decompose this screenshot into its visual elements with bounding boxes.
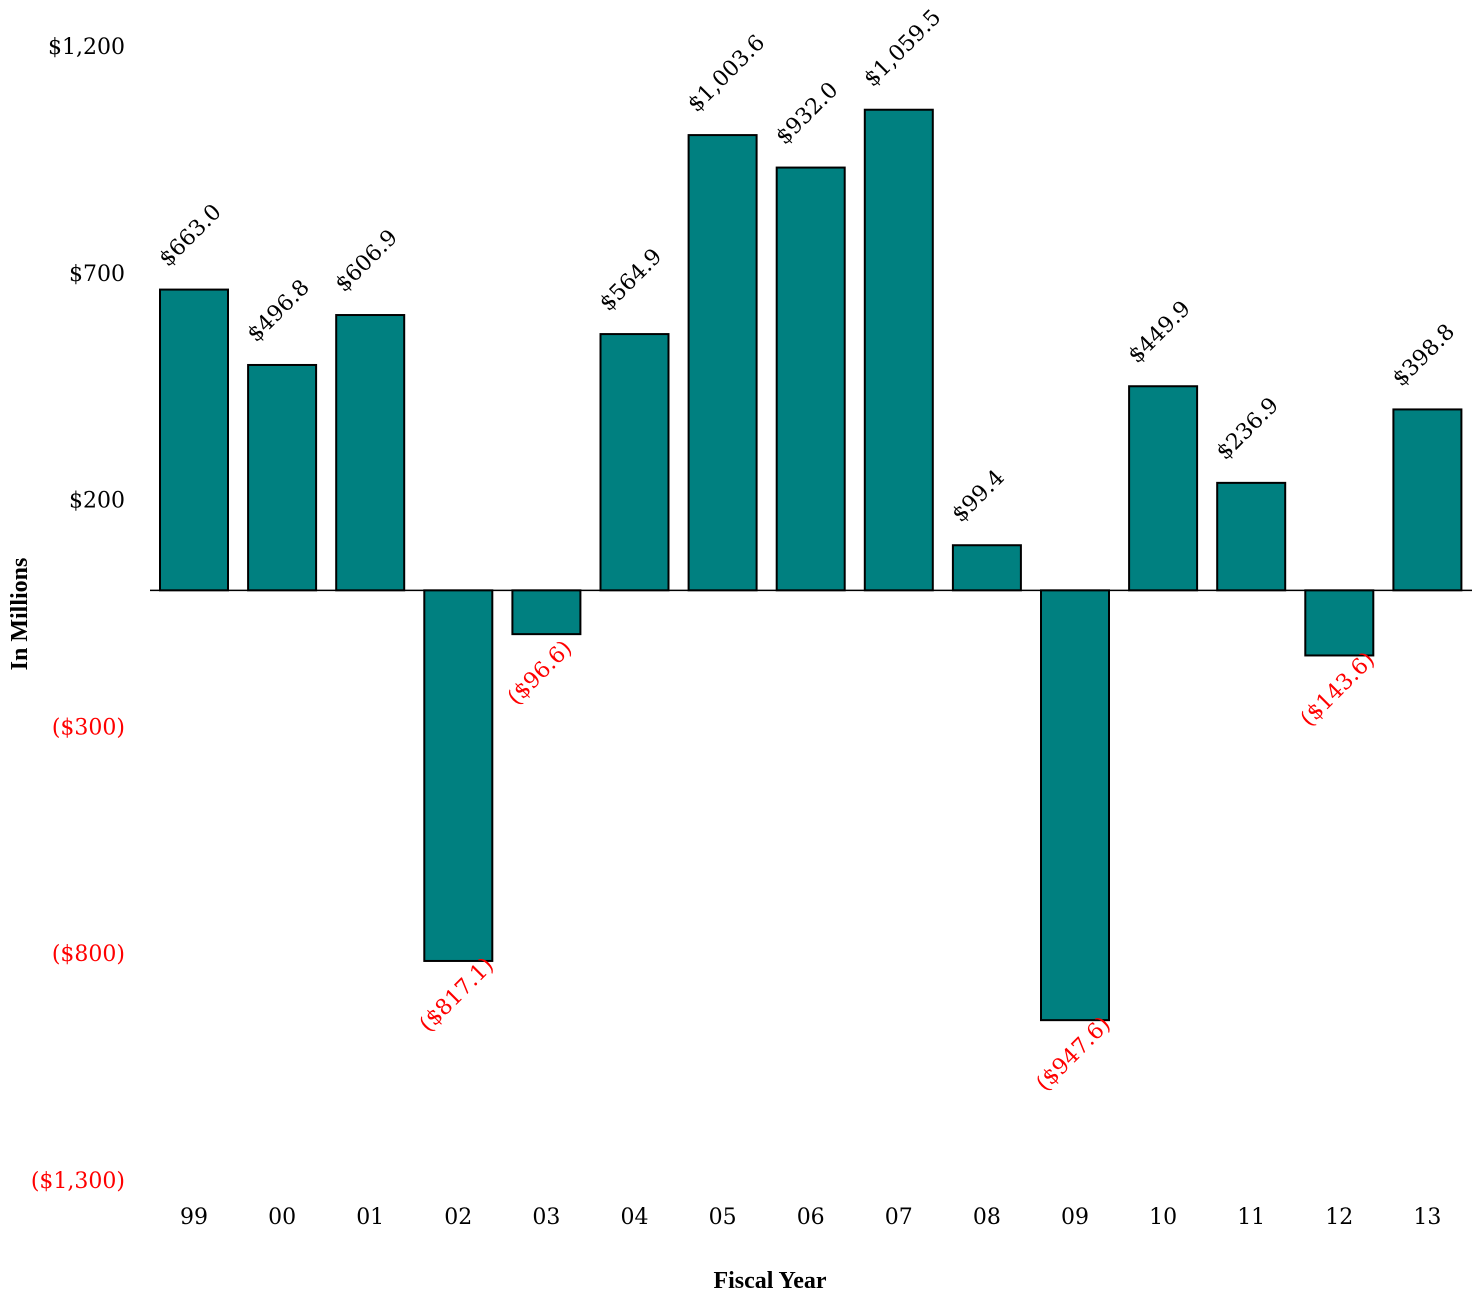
x-tick-label: 12 (1325, 1205, 1353, 1230)
x-tick-label: 02 (444, 1205, 472, 1230)
bar (1216, 481, 1287, 592)
bar (1304, 589, 1375, 657)
x-tick-label: 05 (709, 1205, 737, 1230)
data-label: $398.8 (1388, 320, 1460, 392)
data-label: $663.0 (155, 200, 227, 272)
bar (863, 108, 934, 592)
data-label: $99.4 (947, 465, 1009, 527)
x-tick-label: 00 (268, 1205, 296, 1230)
bar (775, 166, 846, 592)
bars-group (159, 108, 1463, 1022)
data-label: $1,003.6 (683, 30, 770, 117)
x-tick-label: 07 (885, 1205, 913, 1230)
x-axis-tick-labels: 99 00 01 02 03 04 05 06 07 08 09 10 11 12 13 (180, 1205, 1441, 1230)
x-tick-label: 01 (356, 1205, 384, 1230)
x-tick-label: 04 (621, 1205, 649, 1230)
bar (511, 589, 582, 636)
data-label: ($817.1) (415, 953, 499, 1037)
x-axis-title: Fiscal Year (713, 1268, 826, 1294)
bar (1040, 589, 1110, 1022)
data-label: $932.0 (771, 78, 843, 150)
bar (951, 544, 1022, 592)
bar (1128, 385, 1199, 592)
data-label: $449.9 (1124, 296, 1196, 368)
data-label: ($143.6) (1296, 647, 1380, 731)
x-tick-label: 11 (1237, 1205, 1265, 1230)
x-tick-label: 13 (1413, 1205, 1441, 1230)
x-tick-label: 10 (1149, 1205, 1177, 1230)
data-label: $564.9 (595, 244, 667, 316)
x-tick-label: 09 (1061, 1205, 1089, 1230)
bar (247, 363, 318, 592)
x-tick-label: 03 (532, 1205, 560, 1230)
y-tick-label: $700 (69, 262, 125, 287)
y-tick-label: ($300) (52, 715, 125, 740)
x-tick-label: 08 (973, 1205, 1001, 1230)
bar (335, 314, 406, 592)
data-label: $1,059.5 (859, 5, 946, 92)
y-tick-label: $1,200 (48, 35, 125, 60)
y-tick-label: $200 (69, 489, 125, 514)
y-axis-tick-labels: $1,200 $700 $200 ($300) ($800) ($1,300) (31, 35, 125, 1194)
data-label: $236.9 (1212, 393, 1284, 465)
bar (423, 589, 494, 962)
x-tick-label: 06 (797, 1205, 825, 1230)
bar (599, 333, 670, 592)
bar (159, 288, 229, 592)
y-axis-title: In Millions (7, 558, 33, 671)
bar (1392, 408, 1463, 592)
y-tick-label: ($800) (52, 942, 125, 967)
data-label: $606.9 (331, 225, 403, 297)
x-tick-label: 99 (180, 1205, 208, 1230)
data-label: ($96.6) (503, 636, 577, 710)
bar (687, 134, 758, 592)
data-label: ($947.6) (1032, 1012, 1116, 1096)
y-tick-label: ($1,300) (31, 1169, 125, 1194)
data-label: $496.8 (243, 275, 315, 347)
